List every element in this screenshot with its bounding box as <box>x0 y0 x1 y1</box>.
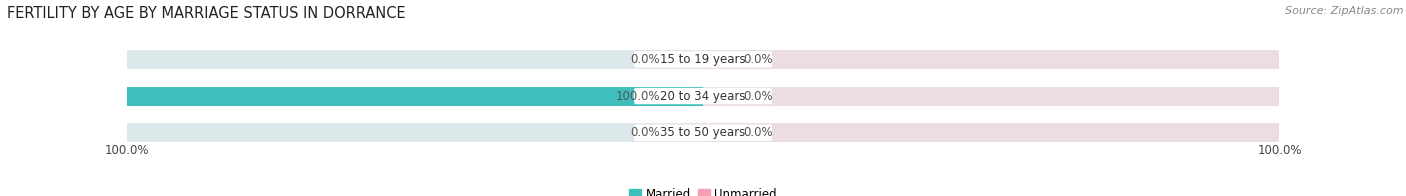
FancyBboxPatch shape <box>634 124 772 141</box>
Bar <box>703 89 735 103</box>
Bar <box>668 52 703 66</box>
Text: 100.0%: 100.0% <box>104 144 149 157</box>
Bar <box>703 126 735 140</box>
Bar <box>668 126 703 140</box>
Text: 15 to 19 years: 15 to 19 years <box>661 53 745 66</box>
Text: 0.0%: 0.0% <box>630 53 659 66</box>
Bar <box>703 123 1279 142</box>
Text: 20 to 34 years: 20 to 34 years <box>661 90 745 103</box>
Bar <box>127 123 703 142</box>
Text: 0.0%: 0.0% <box>744 90 773 103</box>
Text: 35 to 50 years: 35 to 50 years <box>661 126 745 139</box>
FancyBboxPatch shape <box>634 88 772 104</box>
Text: 100.0%: 100.0% <box>1257 144 1302 157</box>
FancyBboxPatch shape <box>634 51 772 68</box>
Text: Source: ZipAtlas.com: Source: ZipAtlas.com <box>1285 6 1403 16</box>
Bar <box>127 50 703 69</box>
Bar <box>127 86 703 106</box>
Bar <box>703 50 1279 69</box>
Text: FERTILITY BY AGE BY MARRIAGE STATUS IN DORRANCE: FERTILITY BY AGE BY MARRIAGE STATUS IN D… <box>7 6 406 21</box>
Text: 0.0%: 0.0% <box>630 126 659 139</box>
Bar <box>703 86 1279 106</box>
Text: 0.0%: 0.0% <box>744 53 773 66</box>
Legend: Married, Unmarried: Married, Unmarried <box>624 184 782 196</box>
Text: 100.0%: 100.0% <box>616 90 659 103</box>
Text: 0.0%: 0.0% <box>744 126 773 139</box>
Bar <box>127 86 703 106</box>
Bar <box>703 52 735 66</box>
Bar <box>668 89 703 103</box>
